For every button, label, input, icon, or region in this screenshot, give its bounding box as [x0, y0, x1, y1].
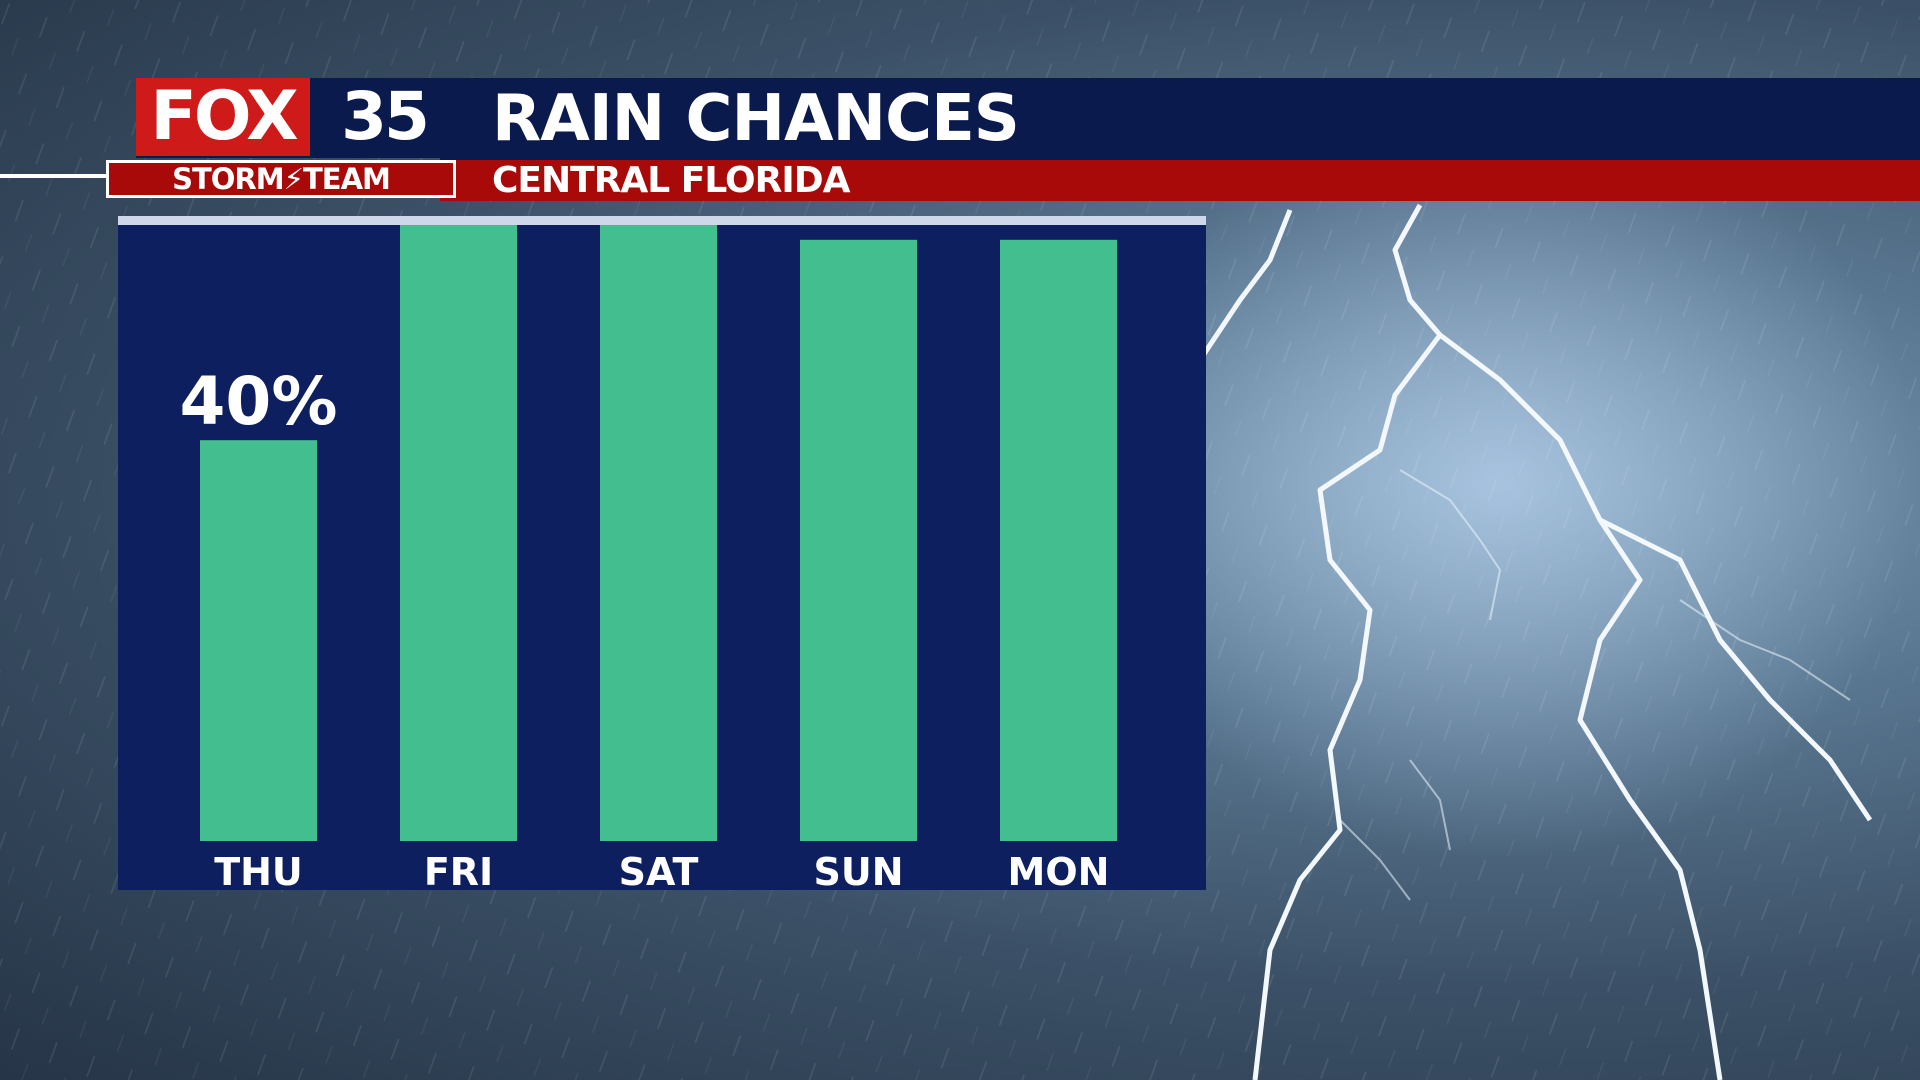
header-bar — [440, 78, 1920, 160]
category-label-mon: MON — [1008, 850, 1110, 890]
category-label-thu: THU — [214, 850, 303, 890]
bar-fri — [400, 225, 517, 841]
category-label-sat: SAT — [619, 850, 699, 890]
rain-chance-chart-panel: 40%THU80%FRI70%SAT60%SUN60%MON — [118, 216, 1206, 890]
station-logo: FOX 35 STORM⚡TEAM — [106, 78, 458, 202]
value-label-thu: 40% — [180, 363, 338, 440]
bar-thu — [200, 440, 317, 841]
logo-fox-text: FOX — [136, 78, 310, 156]
bar-mon — [1000, 239, 1117, 842]
bar-sun — [800, 239, 917, 842]
bar-sat — [600, 225, 717, 842]
value-label-mon: 60% — [980, 225, 1138, 240]
page-subtitle: CENTRAL FLORIDA — [492, 160, 850, 201]
page-title: RAIN CHANCES — [492, 82, 1020, 156]
category-label-fri: FRI — [424, 850, 493, 890]
value-label-sun: 60% — [780, 225, 938, 240]
logo-storm-team: STORM⚡TEAM — [106, 160, 456, 198]
lightning-bolt — [1197, 203, 1873, 1080]
category-label-sun: SUN — [813, 850, 903, 890]
subheader-bar — [440, 160, 1920, 201]
rain-chance-bar-chart: 40%THU80%FRI70%SAT60%SUN60%MON — [180, 225, 1138, 890]
logo-channel-number: 35 — [341, 78, 430, 155]
